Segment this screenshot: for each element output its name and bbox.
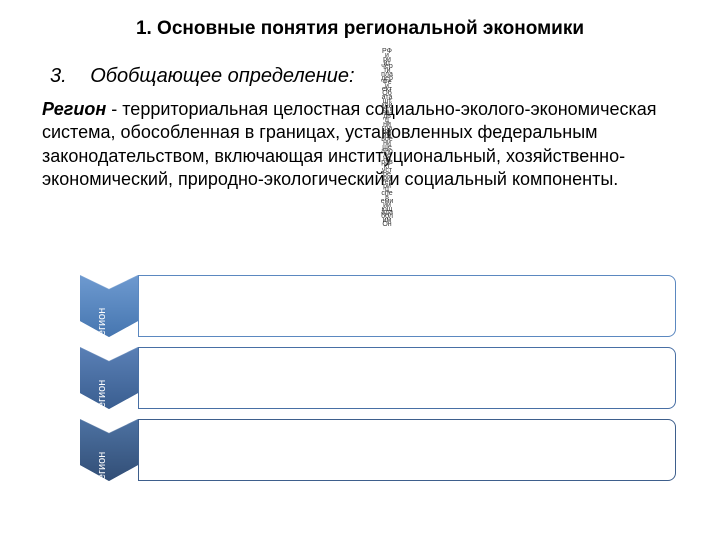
chevron-icon bbox=[80, 347, 138, 409]
chevron-list: РегионРегионРегион bbox=[80, 275, 676, 491]
definition-term: Регион bbox=[42, 99, 106, 119]
chevron-item: Регион bbox=[80, 419, 676, 481]
subtitle-text: Обобщающее определение: bbox=[90, 65, 354, 87]
chevron-item: Регион bbox=[80, 347, 676, 409]
definition-block: Регион - территориальная целостная социа… bbox=[0, 88, 720, 192]
chevron-icon bbox=[80, 419, 138, 481]
section-subtitle: 3. Обобщающее определение: bbox=[0, 40, 720, 88]
chevron-label: Регион bbox=[96, 380, 108, 415]
chevron-label: Регион bbox=[96, 452, 108, 487]
chevron-bar bbox=[138, 347, 676, 409]
chevron-bar bbox=[138, 419, 676, 481]
chevron-bar bbox=[138, 275, 676, 337]
definition-text: - территориальная целостная социально-эк… bbox=[42, 99, 657, 189]
subtitle-number: 3. bbox=[50, 65, 67, 88]
chevron-label: Регион bbox=[96, 308, 108, 343]
chevron-item: Регион bbox=[80, 275, 676, 337]
chevron-icon bbox=[80, 275, 138, 337]
slide-title: 1. Основные понятия региональной экономи… bbox=[0, 0, 720, 40]
